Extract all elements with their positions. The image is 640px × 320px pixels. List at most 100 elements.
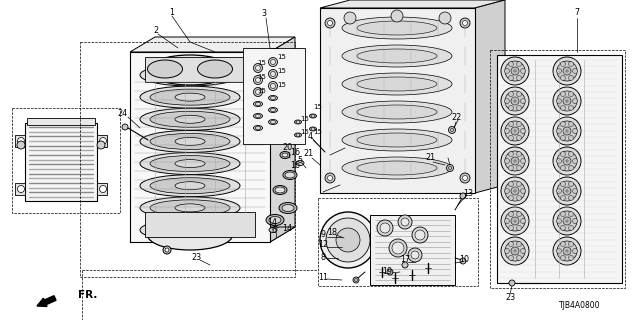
Circle shape: [255, 66, 260, 70]
Text: 15: 15: [301, 129, 309, 135]
Ellipse shape: [311, 128, 315, 130]
Text: 21: 21: [303, 148, 313, 157]
Circle shape: [557, 129, 561, 133]
Circle shape: [516, 255, 522, 260]
Ellipse shape: [150, 133, 230, 149]
Circle shape: [253, 63, 262, 73]
Circle shape: [387, 269, 393, 275]
Circle shape: [505, 241, 525, 261]
Text: 22: 22: [451, 113, 461, 122]
Circle shape: [17, 138, 24, 145]
Circle shape: [97, 141, 105, 149]
Circle shape: [568, 105, 573, 110]
Circle shape: [511, 247, 519, 255]
Circle shape: [563, 157, 571, 165]
Text: 6: 6: [271, 226, 276, 235]
Ellipse shape: [147, 60, 182, 78]
Ellipse shape: [253, 101, 262, 107]
Ellipse shape: [282, 153, 288, 157]
Ellipse shape: [271, 121, 275, 124]
Circle shape: [17, 141, 25, 149]
Ellipse shape: [150, 178, 230, 194]
Circle shape: [516, 242, 522, 247]
Ellipse shape: [140, 64, 240, 86]
Circle shape: [439, 12, 451, 24]
Bar: [243, 48, 305, 144]
Circle shape: [516, 225, 522, 230]
Circle shape: [568, 165, 573, 171]
Text: 19: 19: [382, 268, 392, 276]
Circle shape: [516, 61, 522, 67]
Bar: [25, 123, 97, 201]
Circle shape: [566, 220, 568, 222]
Circle shape: [253, 87, 262, 97]
Circle shape: [269, 82, 278, 91]
Circle shape: [520, 68, 525, 74]
Circle shape: [344, 12, 356, 24]
Ellipse shape: [150, 111, 230, 127]
Circle shape: [568, 92, 573, 97]
Circle shape: [504, 68, 509, 74]
Circle shape: [501, 117, 529, 145]
Circle shape: [520, 188, 525, 194]
Ellipse shape: [140, 197, 240, 219]
Circle shape: [509, 135, 513, 140]
Circle shape: [509, 181, 513, 187]
Circle shape: [516, 181, 522, 187]
Circle shape: [325, 18, 335, 28]
Bar: [145, 212, 255, 237]
Circle shape: [460, 193, 466, 199]
Ellipse shape: [357, 105, 437, 119]
Bar: [318, 198, 478, 286]
Circle shape: [553, 57, 581, 85]
Circle shape: [557, 99, 561, 103]
Circle shape: [463, 175, 467, 180]
Ellipse shape: [342, 101, 452, 123]
Circle shape: [505, 61, 525, 81]
Circle shape: [520, 219, 525, 223]
Ellipse shape: [357, 49, 437, 63]
Circle shape: [509, 61, 513, 67]
Circle shape: [573, 99, 577, 103]
Text: 15: 15: [278, 82, 287, 88]
Circle shape: [391, 10, 403, 22]
Text: TJB4A0800: TJB4A0800: [559, 301, 601, 310]
Text: 15: 15: [301, 116, 309, 122]
Circle shape: [557, 61, 577, 81]
Circle shape: [408, 248, 422, 262]
Circle shape: [557, 121, 577, 141]
Circle shape: [573, 68, 577, 74]
Circle shape: [122, 124, 128, 130]
Text: 8: 8: [321, 253, 326, 262]
Circle shape: [557, 68, 561, 74]
Ellipse shape: [294, 120, 301, 124]
Ellipse shape: [269, 108, 278, 113]
Circle shape: [402, 262, 408, 268]
Circle shape: [568, 122, 573, 127]
Circle shape: [509, 76, 513, 80]
Circle shape: [99, 186, 106, 193]
Circle shape: [568, 196, 573, 200]
Circle shape: [520, 99, 525, 103]
Circle shape: [504, 219, 509, 223]
Ellipse shape: [140, 219, 240, 241]
Circle shape: [501, 147, 529, 175]
Ellipse shape: [140, 175, 240, 197]
Text: 13: 13: [463, 188, 473, 197]
Circle shape: [568, 212, 573, 217]
Text: 11: 11: [318, 273, 328, 282]
Circle shape: [513, 250, 516, 252]
Circle shape: [561, 255, 566, 260]
Circle shape: [460, 173, 470, 183]
Ellipse shape: [175, 71, 205, 79]
Circle shape: [561, 152, 566, 156]
Circle shape: [163, 246, 171, 254]
Bar: [497, 55, 622, 283]
Text: 9: 9: [321, 229, 326, 238]
Circle shape: [557, 211, 577, 231]
Bar: [130, 52, 270, 242]
Ellipse shape: [342, 73, 452, 95]
Circle shape: [504, 249, 509, 253]
FancyArrow shape: [37, 296, 56, 307]
Circle shape: [513, 220, 516, 222]
